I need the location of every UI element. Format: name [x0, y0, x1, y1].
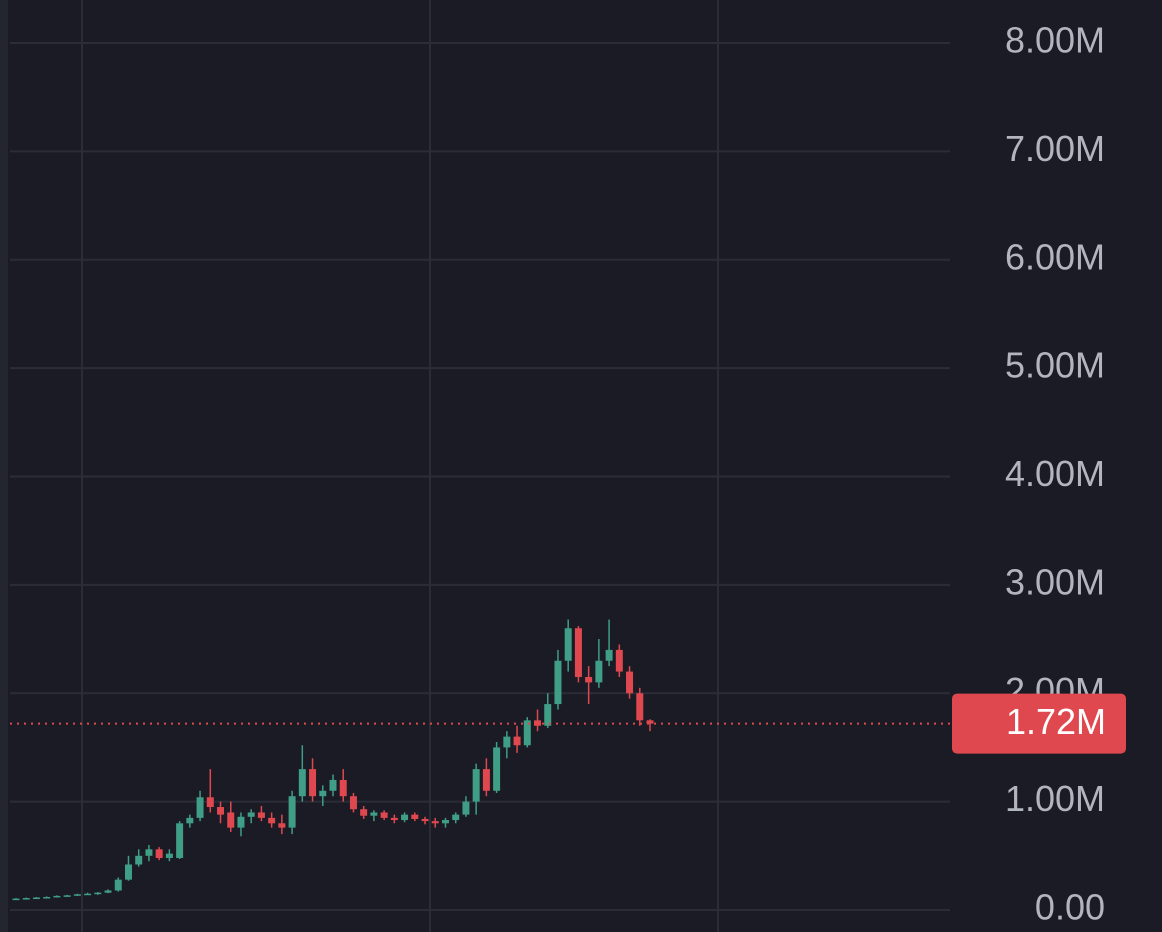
candle-body: [196, 797, 204, 818]
candle-body: [53, 895, 61, 898]
candle-body: [482, 769, 490, 791]
last-price-tag: [952, 693, 1126, 754]
candle-body: [155, 849, 163, 858]
y-tick-label: 6.00M: [1005, 236, 1105, 277]
candle-body: [84, 893, 92, 896]
candle-body: [237, 816, 245, 828]
candle-body: [278, 823, 286, 828]
last-price-label: 1.72M: [1006, 701, 1106, 742]
candle-body: [401, 814, 409, 821]
candle-body: [370, 812, 378, 816]
y-tick-label: 5.00M: [1005, 345, 1105, 386]
y-tick-label: 0.00: [1035, 887, 1105, 928]
candle-body: [309, 769, 317, 797]
y-tick-label: 8.00M: [1005, 20, 1105, 61]
candle-body: [268, 817, 276, 824]
candle-body: [493, 747, 501, 791]
candle-body: [227, 812, 235, 828]
candle-body: [411, 814, 419, 819]
candle-body: [380, 812, 388, 818]
candle-body: [104, 890, 112, 893]
candle-body: [636, 693, 644, 721]
candle-body: [503, 736, 511, 748]
candle-body: [349, 796, 357, 810]
candle-body: [360, 809, 368, 816]
candle-body: [135, 855, 143, 865]
y-tick-label: 3.00M: [1005, 561, 1105, 602]
candle-body: [390, 817, 398, 821]
candle-body: [626, 671, 634, 694]
candle-body: [431, 821, 439, 824]
candle-body: [595, 660, 603, 683]
candle-body: [32, 897, 40, 900]
candle-body: [124, 864, 132, 880]
candle-body: [145, 849, 153, 856]
candle-body: [605, 649, 613, 661]
y-tick-label: 7.00M: [1005, 128, 1105, 169]
candle-body: [339, 779, 347, 797]
candle-body: [421, 818, 429, 822]
candle-body: [12, 898, 20, 901]
candle-body: [615, 649, 623, 672]
candle-body: [513, 736, 521, 746]
candle-body: [574, 628, 582, 677]
candle-body: [94, 892, 102, 895]
candle-body: [176, 823, 184, 858]
candle-body: [585, 676, 593, 683]
candle-body: [441, 820, 449, 824]
candle-body: [288, 796, 296, 828]
candle-body: [564, 628, 572, 661]
candle-body: [22, 898, 30, 900]
candle-body: [247, 812, 255, 817]
candle-body: [554, 660, 562, 705]
candle-body: [462, 801, 470, 815]
y-tick-label: 1.00M: [1005, 778, 1105, 819]
candle-body: [534, 720, 542, 726]
candle-body: [544, 704, 552, 726]
candle-body: [523, 720, 531, 746]
candle-body: [452, 814, 460, 821]
candle-body: [298, 769, 306, 797]
candle-body: [73, 894, 81, 896]
candle-body: [257, 812, 265, 818]
candle-body: [217, 807, 225, 815]
candle-body: [319, 790, 327, 797]
candle-body: [472, 769, 480, 802]
left-edge: [0, 0, 8, 932]
candle-body: [329, 779, 337, 791]
candle-body: [646, 720, 654, 724]
y-tick-label: 4.00M: [1005, 453, 1105, 494]
candle-body: [43, 896, 51, 899]
candle-body: [186, 817, 194, 824]
candle-body: [165, 853, 173, 858]
candle-body: [206, 797, 214, 808]
candle-body: [114, 879, 122, 891]
candle-body: [63, 895, 71, 897]
